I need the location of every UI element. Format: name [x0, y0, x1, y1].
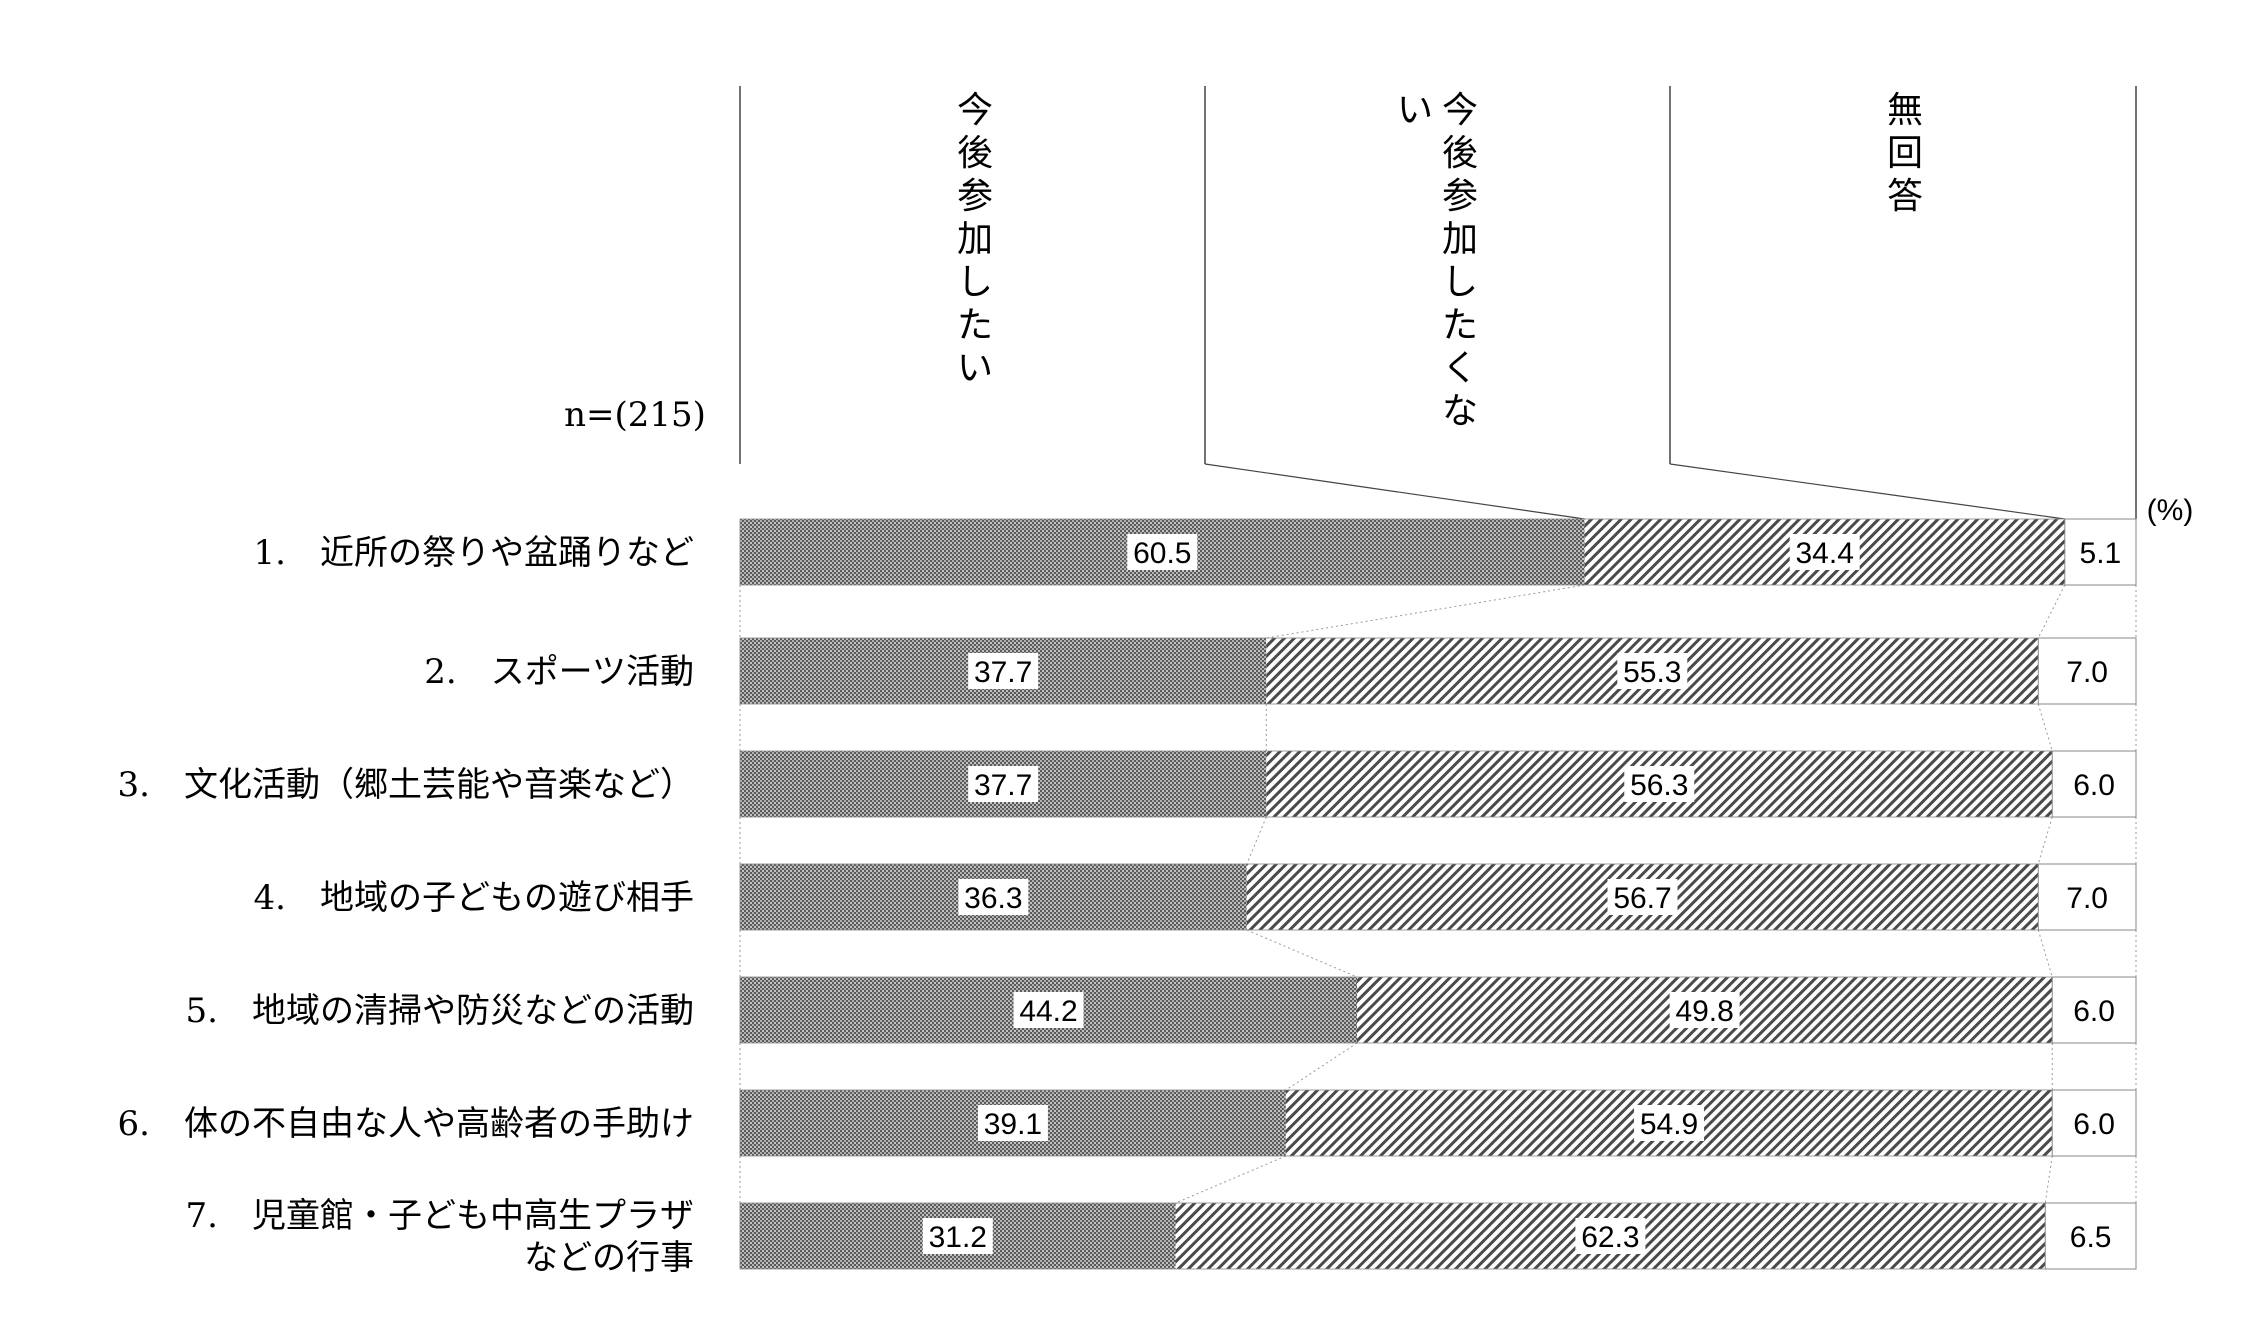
value-label-bg: [1607, 879, 1678, 915]
unit-label: (%): [2147, 494, 2194, 527]
legend-char: 参: [1442, 176, 1478, 217]
value-label: 5.1: [2080, 537, 2122, 570]
value-label: 55.3: [1623, 656, 1681, 689]
connector-line: [2037, 929, 2053, 978]
value-label-bg: [977, 1105, 1048, 1141]
category-labels: 1. 近所の祭りや盆踊りなど 2. スポーツ活動 3. 文化活動（郷土芸能や音楽など…: [118, 533, 694, 1278]
connector-line: [1285, 1042, 1358, 1091]
connector-line: [2044, 1155, 2053, 1204]
value-label: 31.2: [929, 1221, 987, 1254]
legend-char: い: [957, 348, 993, 389]
value-label: 54.9: [1640, 1108, 1698, 1141]
bars: 60.5 34.4 5.1 37.7 55.3 7.0 37.7 56.3 6.0 36.3 56.…: [739, 518, 2137, 1270]
category-label: 1. 近所の祭りや盆踊りなど: [254, 533, 694, 573]
header-leader-line: [1204, 463, 1585, 520]
value-label-bg: [922, 1218, 993, 1254]
bar-no-answer-segment: [2044, 1202, 2137, 1270]
bar-outline: [739, 863, 2137, 931]
legend-char: 加: [957, 219, 993, 260]
value-label: 60.5: [1133, 537, 1191, 570]
value-label: 56.3: [1630, 769, 1688, 802]
legend-char: 今: [1442, 90, 1478, 131]
value-label: 34.4: [1795, 537, 1853, 570]
legend-char: 後: [1442, 133, 1478, 174]
value-label-bg: [1624, 766, 1695, 802]
value-label: 36.3: [964, 882, 1022, 915]
legend-char: た: [957, 305, 993, 346]
legend-char: 加: [1442, 219, 1478, 260]
connector-line: [2037, 584, 2066, 639]
connector-line: [1246, 816, 1267, 865]
legend-char: く: [1442, 348, 1478, 389]
legend-char: 後: [957, 133, 993, 174]
legend-no-answer: 無回答: [1887, 90, 1923, 217]
connector-line: [1175, 1155, 1287, 1204]
value-label: 6.0: [2073, 995, 2115, 1028]
connector-line: [2037, 816, 2053, 865]
sample-size-label: n=(215): [564, 395, 706, 435]
value-label-bg: [1669, 992, 1740, 1028]
legend-char: 今: [957, 90, 993, 131]
connector-line: [2037, 703, 2053, 752]
value-label-bg: [958, 879, 1029, 915]
value-label: 6.5: [2070, 1221, 2112, 1254]
value-label: 39.1: [984, 1108, 1042, 1141]
bar-outline: [739, 976, 2137, 1044]
category-label: 2. スポーツ活動: [424, 652, 694, 692]
value-label-bg: [1013, 992, 1084, 1028]
value-label-bg: [968, 766, 1039, 802]
value-label: 62.3: [1581, 1221, 1639, 1254]
legend-char: い: [1397, 90, 1433, 131]
connector-line: [1246, 929, 1358, 978]
value-label: 37.7: [974, 656, 1032, 689]
value-label-bg: [1127, 534, 1198, 570]
value-label: 49.8: [1675, 995, 1733, 1028]
connector-line: [1266, 584, 1585, 639]
value-label-bg: [1575, 1218, 1646, 1254]
value-label: 6.0: [2073, 769, 2115, 802]
bar-outline: [739, 637, 2137, 705]
bar-no-answer-segment: [2051, 976, 2137, 1044]
category-label: 5. 地域の清掃や防災などの活動: [186, 991, 694, 1031]
legend-char: 回: [1887, 133, 1923, 174]
bar-outline: [739, 518, 2137, 586]
header-leader-line: [1669, 463, 2065, 520]
category-label: 3. 文化活動（郷土芸能や音楽など）: [118, 765, 694, 805]
category-label: 4. 地域の子どもの遊び相手: [254, 878, 694, 918]
legend-char: 無: [1887, 90, 1923, 131]
value-label-bg: [968, 653, 1039, 689]
legend-char: た: [1442, 305, 1478, 346]
value-label: 7.0: [2066, 656, 2108, 689]
bar-connectors: [739, 584, 2137, 1204]
bar-outline: [739, 1089, 2137, 1157]
bar-outline: [739, 750, 2137, 818]
category-label: 6. 体の不自由な人や高齢者の手助け: [118, 1104, 694, 1144]
value-label: 44.2: [1019, 995, 1077, 1028]
bar-no-answer-segment: [2037, 863, 2137, 931]
value-label: 56.7: [1613, 882, 1671, 915]
legend-char: し: [1442, 262, 1478, 303]
legend-char: し: [957, 262, 993, 303]
value-label: 6.0: [2073, 1108, 2115, 1141]
bar-no-answer-segment: [2051, 1089, 2137, 1157]
category-label: 7. 児童館・子ども中高生プラザなどの行事: [186, 1196, 694, 1278]
value-label-bg: [1617, 653, 1688, 689]
value-label: 37.7: [974, 769, 1032, 802]
value-label: 7.0: [2066, 882, 2108, 915]
value-label-bg: [1789, 534, 1860, 570]
legend-char: な: [1442, 391, 1478, 432]
bar-no-answer-segment: [2037, 637, 2137, 705]
legend-char: 参: [957, 176, 993, 217]
bar-outline: [739, 1202, 2137, 1270]
bar-no-answer-segment: [2051, 750, 2137, 818]
value-label-bg: [1634, 1105, 1705, 1141]
legend-char: 答: [1887, 176, 1923, 217]
